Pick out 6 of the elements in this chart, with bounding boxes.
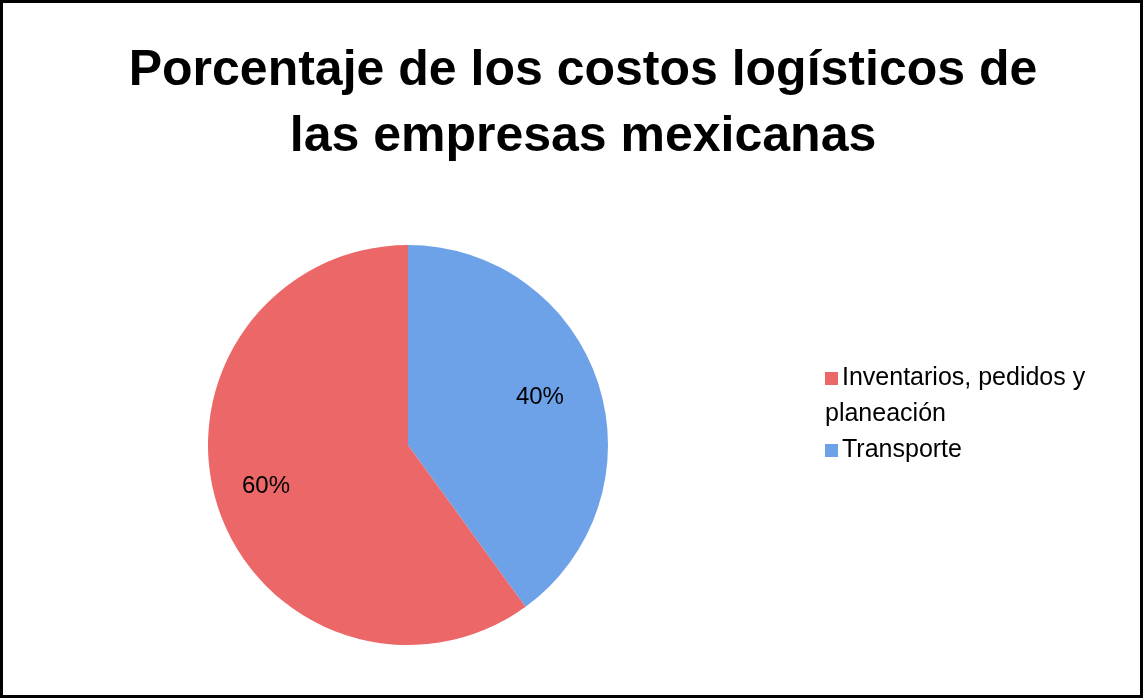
pie-slice: [408, 245, 608, 607]
chart-title: Porcentaje de los costos logísticos de las empresas mexicanas: [127, 39, 1039, 164]
data-label: 60%: [242, 471, 291, 498]
data-label: 40%: [515, 382, 564, 409]
legend-label: Inventarios, pedidos y planeación: [825, 362, 1086, 426]
legend-label: Transporte: [842, 434, 962, 462]
